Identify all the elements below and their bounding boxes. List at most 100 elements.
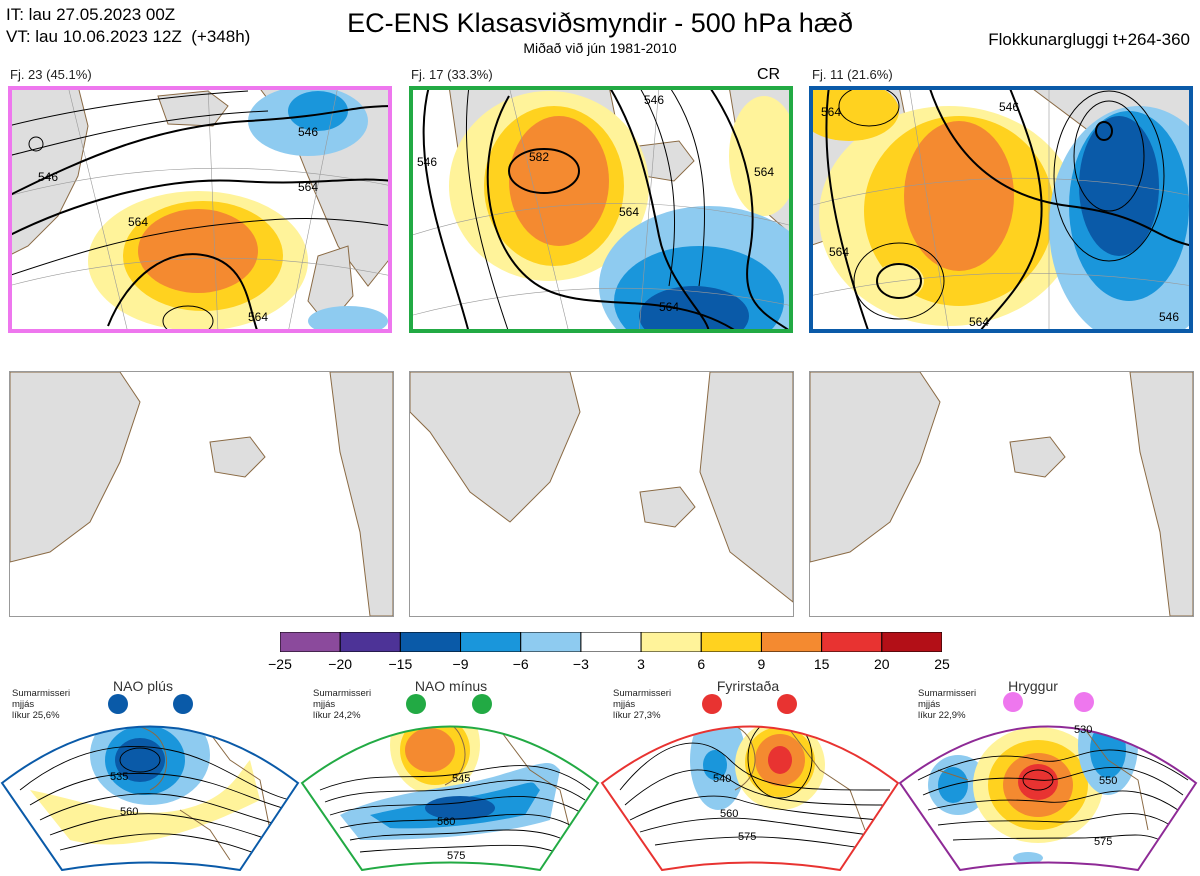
contour-label: 545: [452, 773, 470, 785]
contour-label: 546: [38, 170, 58, 184]
anomaly-negative-core: [1079, 116, 1159, 256]
regime-1-info: Sumarmisseri mjjás líkur 25,6%: [12, 688, 71, 721]
contour-label: 546: [298, 125, 318, 139]
contour-label: 564: [829, 245, 849, 259]
regime-2-dot: [472, 694, 492, 714]
land-iceland: [1009, 436, 1066, 478]
colorbar-swatch: [760, 631, 823, 653]
page-title: EC-ENS Klasasviðsmyndir - 500 hPa hæð: [347, 8, 853, 38]
regime-3-dot: [702, 694, 722, 714]
anomaly-negative-core: [639, 286, 749, 333]
cluster-2-label: Fj. 17 (33.3%): [411, 67, 493, 82]
contour-label: 564: [821, 105, 841, 119]
colorbar-swatch: [279, 631, 341, 653]
colorbar-tick-label: −25: [268, 656, 292, 672]
empty-map-1: [9, 371, 394, 617]
valid-time: VT: lau 10.06.2023 12Z (+348h): [6, 27, 251, 46]
contour-label: 564: [248, 310, 268, 324]
colorbar-swatch: [520, 631, 582, 653]
contour-label: 575: [447, 850, 465, 862]
cluster-2-map: 546 582 564 564 564 546: [409, 86, 793, 333]
contour-label: 564: [754, 165, 774, 179]
regime-3-name: Fyrirstaða: [716, 678, 780, 694]
contour-label: 564: [969, 315, 989, 329]
colorbar-swatch: [460, 631, 522, 653]
colorbar-tick-label: 3: [637, 656, 645, 672]
empty-map-3: [809, 371, 1194, 617]
header-info: IT: lau 27.05.2023 00Z VT: lau 10.06.202…: [6, 4, 250, 48]
regime-2-frame: [300, 725, 600, 872]
colorbar-tick-label: −3: [572, 656, 589, 672]
colorbar-tick-label: 15: [813, 656, 830, 672]
colorbar-swatch: [821, 631, 883, 653]
regime-3-info: Sumarmisseri mjjás líkur 27,3%: [613, 688, 672, 721]
land-greenland: [410, 372, 581, 523]
regime-1-name: NAO plús: [113, 678, 173, 694]
contour-label: 535: [110, 771, 128, 783]
contour-label: 564: [128, 215, 148, 229]
colorbar-svg: [279, 631, 943, 653]
contour-label: 546: [644, 93, 664, 107]
colorbar-tick-label: −9: [452, 656, 469, 672]
anomaly-positive-east: [729, 96, 793, 216]
contour-label: 540: [713, 773, 731, 785]
contour-label: 546: [999, 100, 1019, 114]
page-subtitle: Miðað við jún 1981-2010: [523, 40, 677, 56]
regime-4-name: Hryggur: [1008, 678, 1058, 694]
anomaly-positive-core: [904, 121, 1014, 271]
regime-1-dot: [173, 694, 193, 714]
contour-label: 564: [619, 205, 639, 219]
regime-1-dot: [108, 694, 128, 714]
anomaly-negative-south: [308, 306, 388, 333]
land-greenland: [810, 372, 941, 563]
anomaly-positive-core: [138, 209, 258, 293]
colorbar-tick-label: −6: [512, 656, 529, 672]
contour-label: 530: [1074, 724, 1092, 736]
contour-label: 550: [1099, 775, 1117, 787]
colorbar-tick-label: 25: [934, 656, 950, 672]
land-iceland: [157, 90, 229, 127]
colorbar-swatch: [580, 631, 642, 653]
land-scandinavia: [1129, 372, 1193, 616]
colorbar-swatch: [881, 631, 943, 653]
cluster-1-border: [8, 86, 392, 333]
initial-time: IT: lau 27.05.2023 00Z: [6, 5, 176, 24]
cluster-1-map: 546 564 564 546 564: [8, 86, 392, 333]
cluster-3-label: Fj. 11 (21.6%): [812, 67, 893, 82]
colorbar-swatch: [700, 631, 762, 653]
contour-label: 564: [298, 180, 318, 194]
anomaly-negative-core: [288, 91, 348, 131]
regime-2-dot: [406, 694, 426, 714]
anomaly-positive-north: [809, 86, 899, 141]
regime-3-dot: [777, 694, 797, 714]
colorbar: [279, 631, 943, 653]
cluster-2-marker: CR: [757, 66, 781, 83]
land-scandinavia: [699, 372, 793, 603]
regime-4-frame: [898, 725, 1198, 872]
regime-3-frame: [600, 725, 900, 872]
contour-label: 564: [659, 300, 679, 314]
colorbar-tick-label: −20: [328, 656, 353, 672]
anomaly-positive-core: [509, 116, 609, 246]
land-iceland: [639, 486, 696, 528]
cluster-2-border: [409, 86, 793, 333]
colorbar-tick-label: 6: [697, 656, 706, 672]
regime-ridge: 530 550 575: [898, 680, 1200, 872]
classification-window: Flokkunargluggi t+264-360: [988, 30, 1190, 49]
contour-label: 575: [738, 831, 756, 843]
land-scandinavia: [329, 372, 393, 616]
regime-4-info: Sumarmisseri mjjás líkur 22,9%: [918, 688, 977, 721]
colorbar-swatch: [640, 631, 702, 653]
regime-nao-minus: 545 560 575: [300, 680, 602, 872]
land-greenland: [10, 372, 141, 563]
land-iceland: [209, 436, 266, 478]
contour-label: 546: [417, 155, 437, 169]
contour-label: 582: [529, 150, 549, 164]
empty-map-2: [409, 371, 794, 617]
regime-4-dot: [1003, 692, 1023, 712]
cluster-3-map: 564 564 546 564 546: [809, 86, 1193, 333]
cluster-1-label: Fj. 23 (45.1%): [10, 67, 92, 82]
contour-label: 575: [1094, 836, 1112, 848]
contour-label: 560: [120, 806, 138, 818]
colorbar-tick-label: 9: [757, 656, 766, 672]
